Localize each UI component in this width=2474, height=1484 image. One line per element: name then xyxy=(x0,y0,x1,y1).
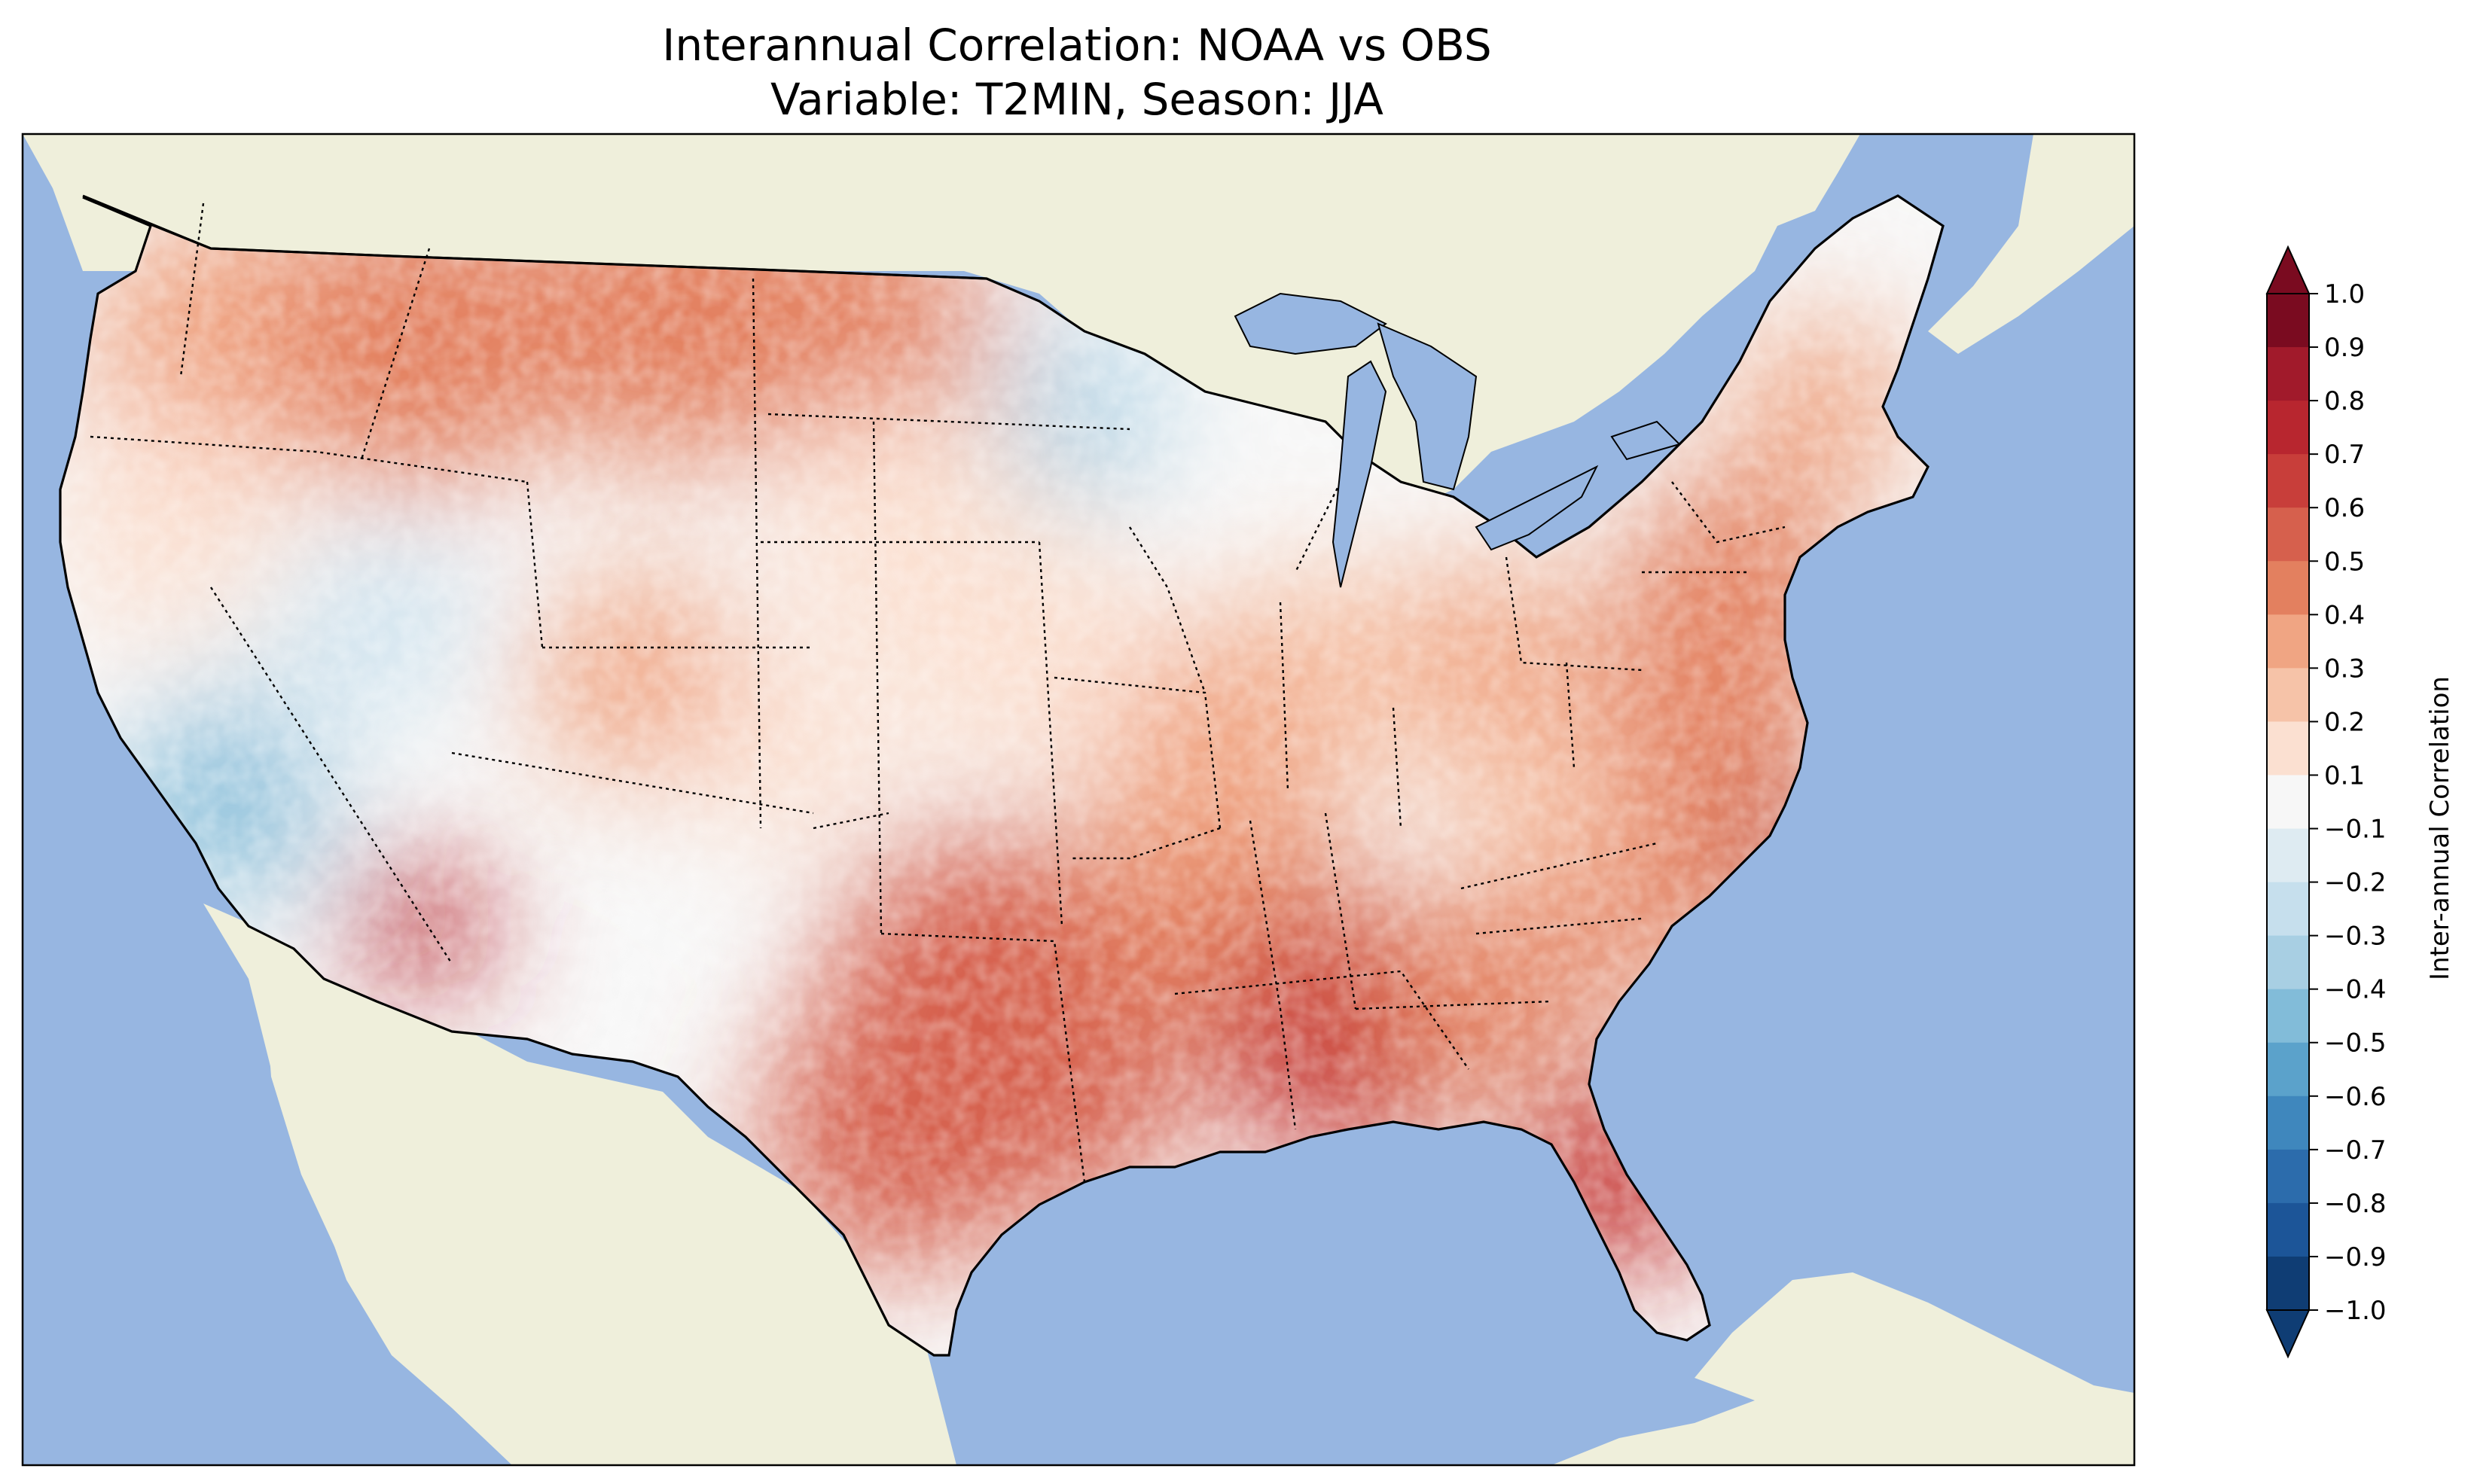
colorbar-tick-label: −0.9 xyxy=(2324,1242,2387,1272)
baja-land xyxy=(264,971,422,1348)
colorbar-tick-label: 1.0 xyxy=(2324,279,2365,309)
colorbar-segment xyxy=(2267,294,2309,348)
state-border xyxy=(360,248,431,460)
colorbar-segment xyxy=(2267,1202,2309,1257)
state-border xyxy=(526,481,544,648)
maritime-land xyxy=(1928,134,2134,354)
canada-border xyxy=(82,194,987,280)
colorbar-segment xyxy=(2267,507,2309,562)
colorbar-segment xyxy=(2267,614,2309,669)
cuba-land xyxy=(1551,1272,2134,1465)
colorbar-tick-label: 0.3 xyxy=(2324,654,2365,684)
colorbar-segment xyxy=(2267,1095,2309,1150)
map-frame xyxy=(21,133,2136,1467)
colorbar-segment xyxy=(2267,401,2309,455)
state-border xyxy=(1355,1000,1552,1010)
colorbar-tick-label: 0.6 xyxy=(2324,493,2365,523)
colorbar-segment xyxy=(2267,668,2309,723)
colorbar-tick-label: −0.1 xyxy=(2324,815,2387,845)
state-borders xyxy=(90,203,1786,1183)
canada-land xyxy=(23,134,1860,527)
state-border xyxy=(451,751,814,815)
great-lakes xyxy=(1234,292,1681,588)
colorbar: 1.0 0.9 0.8 0.7 0.6 0.5 0.4 0.3 0.2 0.1 −0.1 −0.2 −0… xyxy=(2265,245,2387,1359)
colorbar-segment xyxy=(2267,1042,2309,1097)
colorbar-tick-label: 0.5 xyxy=(2324,547,2365,577)
colorbar-frame xyxy=(2266,293,2310,1311)
state-border xyxy=(179,203,205,377)
state-border xyxy=(1279,602,1289,791)
state-border xyxy=(1475,917,1643,935)
colorbar-segment xyxy=(2267,1149,2309,1204)
state-border xyxy=(1505,556,1643,672)
colorbar-segment xyxy=(2267,828,2309,883)
title-line-1: Interannual Correlation: NOAA vs OBS xyxy=(662,20,1492,71)
colorbar-tick-label: −0.2 xyxy=(2324,868,2387,898)
state-border xyxy=(1069,827,1221,860)
lake xyxy=(1610,420,1681,461)
colorbar-segment xyxy=(2267,561,2309,615)
colorbar-tick-label: −0.8 xyxy=(2324,1189,2387,1219)
colorbar-segment xyxy=(2267,721,2309,776)
colorbar-tick-label: 0.1 xyxy=(2324,760,2365,791)
state-border xyxy=(1038,541,1063,927)
colorbar-segment xyxy=(2267,454,2309,508)
colorbar-tick-label: 0.2 xyxy=(2324,707,2365,737)
colorbar-segment xyxy=(2267,1256,2309,1311)
title-line-2: Variable: T2MIN, Season: JJA xyxy=(770,74,1383,125)
state-border xyxy=(813,812,889,830)
colorbar-tick-label: 0.8 xyxy=(2324,386,2365,416)
colorbar-tick-label: −0.7 xyxy=(2324,1135,2387,1166)
state-border xyxy=(1249,820,1297,1130)
colorbar-tick-label: −0.5 xyxy=(2324,1028,2387,1059)
colorbar-tick-label: −0.4 xyxy=(2324,975,2387,1005)
state-border xyxy=(1174,970,1469,1070)
colorbar-label: Inter-annual Correlation xyxy=(2425,676,2455,980)
colorbar-segment xyxy=(2267,935,2309,990)
colorbar-tick-label: 0.9 xyxy=(2324,333,2365,363)
colorbar-segment xyxy=(2267,989,2309,1044)
colorbar-extend-max xyxy=(2265,245,2311,294)
lake xyxy=(1377,322,1478,491)
colorbar-tick-label: −1.0 xyxy=(2324,1296,2387,1326)
us-coastline xyxy=(59,194,1945,1357)
lake xyxy=(1475,465,1599,551)
lake xyxy=(1234,292,1387,355)
colorbar-segment xyxy=(2267,882,2309,937)
state-border xyxy=(90,435,528,483)
colorbar-segment xyxy=(2267,347,2309,401)
state-border xyxy=(1671,481,1786,544)
colorbar-tick-label: 0.7 xyxy=(2324,440,2365,470)
colorbar-segment xyxy=(2267,775,2309,830)
colorbar-extend-min xyxy=(2265,1309,2311,1359)
colorbar-tick-label: 0.4 xyxy=(2324,600,2365,630)
colorbar-tick-label: −0.3 xyxy=(2324,922,2387,952)
colorbar-tick-label: −0.6 xyxy=(2324,1082,2387,1112)
lake xyxy=(1332,360,1387,588)
figure-title: Interannual Correlation: NOAA vs OBS Var… xyxy=(23,18,2131,126)
